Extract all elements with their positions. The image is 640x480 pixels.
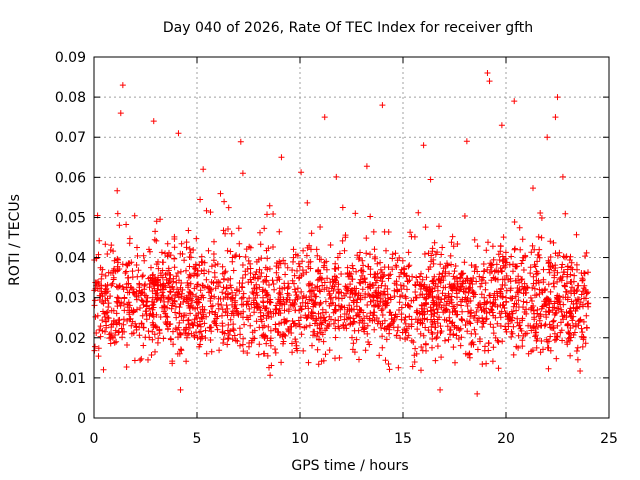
scatter-point-cloud bbox=[91, 138, 592, 379]
x-axis-label: GPS time / hours bbox=[291, 458, 408, 474]
outlier-point bbox=[420, 142, 427, 149]
y-tick-labels: 0 0.01 0.02 0.03 0.04 0.05 0.06 0.07 0.08 0.09 bbox=[55, 50, 86, 427]
outlier-point bbox=[544, 134, 551, 141]
y-tick-label: 0.07 bbox=[55, 130, 86, 146]
outlier-point bbox=[484, 70, 491, 77]
outlier-point bbox=[511, 98, 518, 105]
data-points bbox=[91, 70, 592, 397]
outlier-point bbox=[321, 114, 328, 121]
outlier-point bbox=[117, 110, 124, 117]
x-tick-labels: 0 5 10 15 20 25 bbox=[90, 431, 618, 447]
x-tick-label: 15 bbox=[394, 431, 412, 447]
outlier-point bbox=[552, 114, 559, 121]
outlier-point bbox=[175, 130, 182, 137]
outlier-point bbox=[200, 166, 207, 173]
plot-frame bbox=[93, 56, 610, 419]
y-tick-label: 0.05 bbox=[55, 210, 86, 226]
outlier-point bbox=[150, 118, 157, 125]
y-tick-label: 0.08 bbox=[55, 90, 86, 106]
y-axis-label: ROTI / TECUs bbox=[7, 194, 23, 286]
outlier-point bbox=[278, 154, 285, 161]
x-tick-label: 20 bbox=[497, 431, 515, 447]
outlier-point bbox=[437, 386, 444, 393]
y-tick-label: 0.06 bbox=[55, 170, 86, 186]
outlier-point bbox=[474, 390, 481, 397]
outlier-point bbox=[379, 102, 386, 109]
outlier-point bbox=[554, 94, 561, 101]
axis-ticks bbox=[93, 56, 610, 419]
y-tick-label: 0.09 bbox=[55, 50, 86, 66]
y-tick-label: 0.01 bbox=[55, 371, 86, 387]
y-tick-label: 0.02 bbox=[55, 331, 86, 347]
outlier-point bbox=[463, 138, 470, 145]
outlier-point bbox=[486, 78, 493, 85]
y-tick-label: 0.04 bbox=[55, 251, 86, 267]
x-tick-label: 25 bbox=[600, 431, 618, 447]
chart-title: Day 040 of 2026, Rate Of TEC Index for r… bbox=[163, 20, 533, 36]
outlier-point bbox=[498, 122, 505, 129]
y-tick-label: 0.03 bbox=[55, 291, 86, 307]
x-tick-label: 10 bbox=[291, 431, 309, 447]
y-tick-label: 0 bbox=[77, 411, 86, 427]
outlier-point bbox=[177, 386, 184, 393]
outlier-point bbox=[119, 82, 126, 89]
x-tick-label: 5 bbox=[193, 431, 202, 447]
x-tick-label: 0 bbox=[90, 431, 99, 447]
